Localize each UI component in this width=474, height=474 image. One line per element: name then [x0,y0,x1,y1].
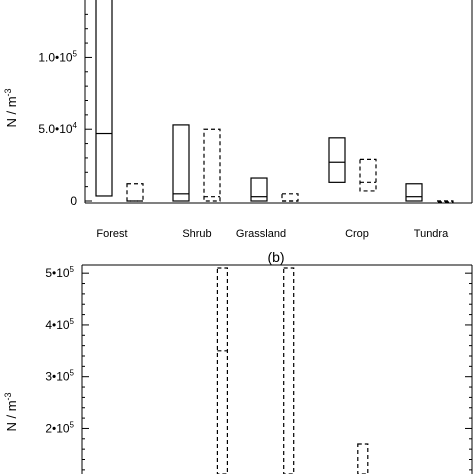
panel-a-category-labels: Forest Shrub Grassland Crop Tundra [96,228,449,240]
tick-exponent: 5 [73,49,78,58]
panel-b-box-2 [283,267,295,474]
tick-mantissa: 1.0•10 [38,50,73,64]
tick-exponent: 5 [70,369,75,378]
tick-mantissa: 5•10 [45,266,70,280]
category-label-crop: Crop [345,228,369,240]
panel-a-box-shrub-solid [172,124,190,202]
panel-a-y-ticks: 0 5.0•104 1.0•105 [38,13,92,208]
panel-a-box-grassland-solid [250,177,268,202]
panel-a-boxes [95,0,454,203]
panel-a: 0 5.0•104 1.0•105 Forest Shrub Grassland Crop… [3,0,473,240]
category-label-grassland: Grassland [236,228,286,240]
tick-mantissa: 2•10 [45,421,70,435]
tick-mantissa: 4•10 [45,318,70,332]
panel-b-y-axis-title: N / m-3 [3,392,19,431]
tick-mantissa: 3•10 [45,370,70,384]
panel-a-box-forest-solid [95,0,113,197]
panel-a-box-crop-solid [328,137,346,183]
category-label-forest: Forest [96,228,127,240]
panel-a-box-forest-dashed [126,183,144,202]
panel-a-box-crop-dashed [359,158,377,192]
panel-a-box-tundra-solid [405,183,423,202]
tick-mantissa: 5.0•10 [38,122,73,136]
tick-exponent: 5 [70,420,75,429]
tick-exponent: 4 [73,121,78,130]
panel-a-y-tick-label: 1.0•105 [38,49,77,64]
panel-a-box-shrub-dashed [203,128,221,202]
panel-b-y-tick-label: 5•105 [45,265,74,280]
tick-exponent: 5 [70,317,75,326]
panel-b-y-tick-label: 2•105 [45,420,74,435]
panel-a-box-grassland-dashed [281,193,299,202]
panel-b-label: (b) [267,249,284,265]
panel-b-y-tick-label: 4•105 [45,317,74,332]
category-label-tundra: Tundra [414,228,449,240]
panel-b-box-1 [216,267,228,474]
panel-b-box-3 [357,443,369,474]
panel-a-y-axis-title: N / m-3 [3,88,19,127]
category-label-shrub: Shrub [182,228,211,240]
panel-a-y-tick-label: 0 [70,194,77,208]
panel-a-y-tick-label: 5.0•104 [38,121,77,136]
panel-b-y-tick-label: 3•105 [45,369,74,384]
panel-b-boxes [216,267,369,474]
tick-mantissa: 0 [70,194,77,208]
tick-exponent: 5 [70,265,75,274]
